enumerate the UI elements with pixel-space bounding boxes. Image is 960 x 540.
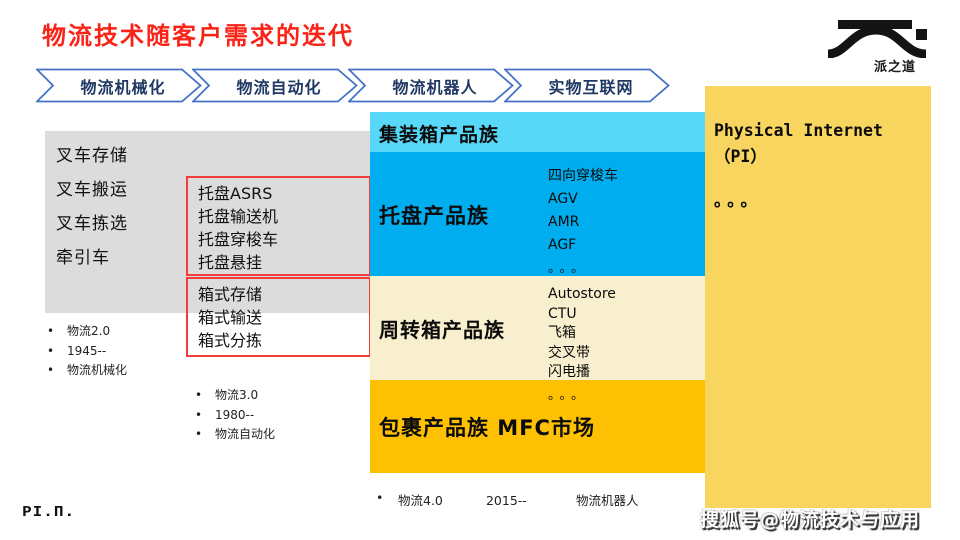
stage-label: 物流自动化	[236, 77, 322, 97]
era4-bullet: 物流机器人	[575, 493, 639, 508]
family-tote-item: CTU	[548, 305, 577, 322]
family-container-title: 集装箱产品族	[379, 124, 500, 146]
mechanization-item: 叉车搬运	[56, 180, 128, 200]
era2-bullet: 物流2.0	[45, 322, 127, 342]
brand-name: 派之道	[873, 60, 916, 75]
family-pallet-box: 托盘产品族 四向穿梭车 AGV AMR AGF 。。。	[370, 152, 705, 276]
family-tote-title: 周转箱产品族	[379, 318, 505, 342]
family-tote-item: 飞箱	[548, 325, 576, 341]
era2-bullet: 物流机械化	[45, 361, 127, 381]
family-parcel-title: 包裹产品族 MFC市场	[379, 416, 595, 440]
family-tote-box: 周转箱产品族 Autostore CTU 飞箱 交叉带 闪电播	[370, 276, 705, 380]
mechanization-item: 牵引车	[56, 248, 110, 268]
stage-arrow-mechanization: 物流机械化	[36, 68, 202, 103]
pallet-tech-item: 托盘输送机	[198, 207, 279, 226]
stage-arrow-automation: 物流自动化	[192, 68, 358, 103]
family-tote-item: 交叉带	[548, 344, 590, 361]
pallet-tech-item: 托盘悬挂	[198, 253, 263, 272]
era4-bullet: 物流4.0	[398, 493, 443, 508]
family-tote-item: 闪电播	[548, 364, 590, 380]
pallet-tech-item: 托盘穿梭车	[198, 230, 279, 249]
family-parcel-more: 。。。	[548, 388, 590, 403]
era4-bullets: 物流4.0 2015-- 物流机器人	[374, 490, 638, 509]
pi-line1: Physical Internet	[714, 121, 883, 140]
family-pallet-item: 四向穿梭车	[548, 168, 618, 184]
family-container-box: 集装箱产品族	[370, 112, 705, 152]
stage-label: 物流机械化	[80, 77, 166, 97]
footer-brand-mark: PI.Π.	[22, 503, 76, 520]
family-parcel-box: 。。。 包裹产品族 MFC市场	[370, 380, 705, 473]
family-pallet-item: AMR	[548, 214, 580, 230]
bin-tech-item: 箱式存储	[198, 285, 263, 304]
era2-bullet: 1945--	[45, 342, 127, 362]
brand-logo-icon	[827, 20, 927, 58]
mechanization-item: 叉车存储	[56, 146, 128, 166]
page-title: 物流技术随客户需求的迭代	[42, 22, 354, 50]
stage-arrow-robotics: 物流机器人	[348, 68, 514, 103]
stage-label: 物流机器人	[392, 77, 478, 97]
era3-bullet: 1980--	[193, 406, 275, 426]
watermark: 搜狐号@物流技术与应用	[700, 509, 921, 531]
family-pallet-more: 。。。	[548, 261, 590, 276]
era3-bullets: 物流3.0 1980-- 物流自动化	[193, 386, 275, 445]
pallet-tech-item: 托盘ASRS	[198, 184, 273, 203]
family-pallet-title: 托盘产品族	[379, 204, 489, 228]
bin-tech-item: 箱式输送	[198, 308, 263, 327]
physical-internet-box: Physical Internet （PI） 。。。	[705, 86, 931, 508]
stage-label: 实物互联网	[548, 77, 634, 97]
bin-tech-item: 箱式分拣	[198, 331, 263, 350]
bin-tech-box: 箱式存储 箱式输送 箱式分拣	[186, 277, 371, 357]
pi-more: 。。。	[714, 191, 762, 210]
mechanization-box: 叉车存储 叉车搬运 叉车拣选 牵引车	[45, 131, 370, 313]
family-pallet-item: AGV	[548, 191, 578, 207]
era3-bullet: 物流3.0	[193, 386, 275, 406]
family-tote-item: Autostore	[548, 286, 616, 302]
pi-line2: （PI）	[714, 147, 767, 166]
era4-bullet: 2015--	[485, 493, 527, 508]
pallet-tech-box: 托盘ASRS 托盘输送机 托盘穿梭车 托盘悬挂	[186, 176, 371, 276]
stage-arrow-physical-internet: 实物互联网	[504, 68, 670, 103]
family-pallet-item: AGF	[548, 237, 577, 253]
era3-bullet: 物流自动化	[193, 425, 275, 445]
mechanization-item: 叉车拣选	[56, 214, 128, 234]
era2-bullets: 物流2.0 1945-- 物流机械化	[45, 322, 127, 381]
